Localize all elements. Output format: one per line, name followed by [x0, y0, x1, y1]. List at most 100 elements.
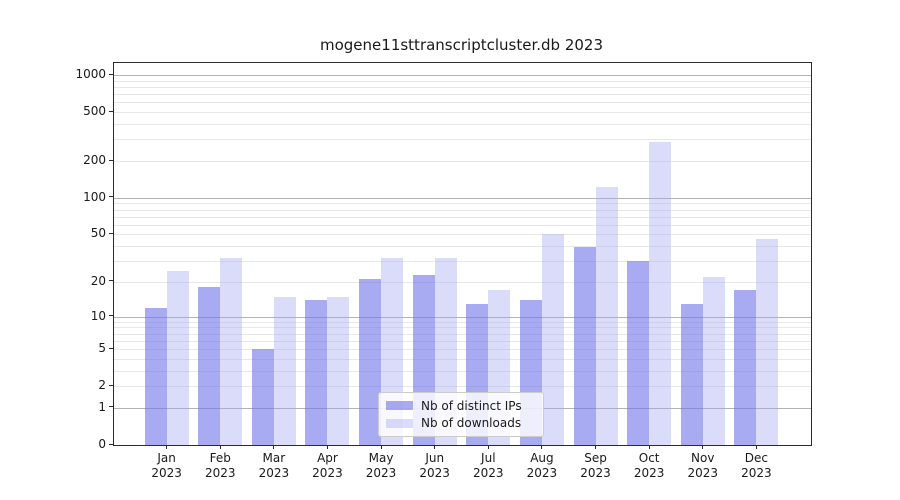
x-tick-year: 2023 [365, 466, 397, 480]
x-tick-mark [541, 445, 543, 449]
y-tick-mark [109, 73, 113, 75]
bar-downloads-aug [541, 234, 564, 445]
bar-distinct-ips-mar [251, 349, 274, 445]
x-tick-label-feb: Feb 2023 [190, 451, 250, 481]
x-tick-year: 2023 [204, 466, 236, 480]
minor-gridline [114, 112, 811, 114]
x-tick-label-jun: Jun 2023 [405, 451, 465, 481]
x-tick-label-mar: Mar 2023 [244, 451, 304, 481]
bar-downloads-dec [756, 238, 779, 445]
y-tick-label: 0 [98, 437, 106, 451]
bar-distinct-ips-may [359, 279, 382, 445]
y-tick-mark [109, 406, 113, 408]
minor-gridline [114, 102, 811, 104]
x-tick-label-nov: Nov 2023 [673, 451, 733, 481]
y-tick-mark [109, 315, 113, 317]
bar-distinct-ips-dec [734, 290, 757, 445]
minor-gridline [114, 224, 811, 226]
x-tick-mark [380, 445, 382, 449]
x-tick-year: 2023 [741, 466, 772, 480]
x-tick-label-dec: Dec 2023 [726, 451, 786, 481]
y-tick-mark [109, 110, 113, 112]
legend-item-distinct-ips: Nb of distinct IPs [386, 397, 534, 415]
bar-downloads-sep [595, 186, 618, 445]
bar-distinct-ips-nov [680, 303, 703, 445]
y-tick-label: 5 [98, 341, 106, 356]
major-gridline [114, 75, 811, 77]
x-tick-month: Jan [157, 451, 176, 465]
legend-label-distinct-ips: Nb of distinct IPs [421, 398, 522, 413]
y-tick-label: 1 [98, 399, 106, 414]
x-tick-year: 2023 [473, 466, 504, 480]
x-tick-mark [702, 445, 704, 449]
bar-distinct-ips-sep [573, 247, 596, 445]
bar-downloads-apr [327, 296, 350, 445]
legend: Nb of distinct IPs Nb of downloads [378, 392, 544, 437]
y-tick-mark [109, 443, 113, 445]
minor-gridline [114, 327, 811, 329]
x-tick-year: 2023 [151, 466, 182, 480]
x-tick-label-aug: Aug 2023 [512, 451, 572, 481]
legend-label-downloads: Nb of downloads [421, 416, 522, 431]
x-tick-month: May [368, 451, 394, 465]
y-tick-label: 200 [83, 153, 106, 168]
bar-distinct-ips-oct [627, 261, 650, 445]
minor-gridline [114, 124, 811, 126]
x-tick-mark [166, 445, 168, 449]
bar-downloads-jan [166, 270, 189, 445]
x-tick-label-oct: Oct 2023 [619, 451, 679, 481]
x-tick-month: Dec [744, 451, 768, 465]
y-tick-mark [109, 384, 113, 386]
minor-gridline [114, 349, 811, 351]
bar-downloads-oct [649, 142, 672, 445]
legend-swatch-downloads [386, 418, 413, 428]
x-tick-month: Mar [262, 451, 286, 465]
x-tick-mark [273, 445, 275, 449]
plot-area [113, 62, 812, 446]
x-tick-label-sep: Sep 2023 [566, 451, 626, 481]
y-tick-label: 50 [90, 226, 106, 241]
bar-distinct-ips-feb [198, 287, 221, 445]
minor-gridline [114, 333, 811, 335]
minor-gridline [114, 386, 811, 388]
x-tick-label-jan: Jan 2023 [137, 451, 197, 481]
x-tick-mark [487, 445, 489, 449]
x-tick-year: 2023 [258, 466, 290, 480]
minor-gridline [114, 86, 811, 88]
x-tick-label-jul: Jul 2023 [458, 451, 518, 481]
x-tick-month: Oct [638, 451, 660, 465]
x-tick-mark [326, 445, 328, 449]
bar-downloads-feb [220, 257, 243, 445]
x-tick-year: 2023 [419, 466, 450, 480]
minor-gridline [114, 161, 811, 163]
legend-item-downloads: Nb of downloads [386, 415, 534, 433]
y-tick-label: 20 [90, 273, 106, 288]
minor-gridline [114, 358, 811, 360]
y-tick-label: 10 [90, 308, 106, 323]
y-tick-label: 1000 [75, 67, 106, 82]
x-tick-month: Feb [209, 451, 231, 465]
minor-gridline [114, 80, 811, 82]
y-tick-mark [109, 347, 113, 349]
bar-downloads-mar [273, 296, 296, 445]
x-tick-year: 2023 [687, 466, 719, 480]
chart-title: mogene11sttranscriptcluster.db 2023 [320, 36, 603, 54]
bar-distinct-ips-jan [144, 307, 167, 445]
x-tick-year: 2023 [633, 466, 665, 480]
x-tick-month: Jun [425, 451, 445, 465]
x-tick-year: 2023 [526, 466, 558, 480]
y-tick-label: 500 [83, 104, 106, 119]
x-tick-mark [755, 445, 757, 449]
y-tick-label: 100 [83, 189, 106, 204]
minor-gridline [114, 203, 811, 205]
y-tick-mark [109, 196, 113, 198]
minor-gridline [114, 216, 811, 218]
x-tick-month: Apr [317, 451, 338, 465]
y-tick-label: 2 [98, 378, 106, 393]
minor-gridline [114, 321, 811, 323]
minor-gridline [114, 246, 811, 248]
x-tick-label-may: May 2023 [351, 451, 411, 481]
major-gridline [114, 197, 811, 199]
legend-swatch-distinct-ips [386, 401, 413, 411]
x-tick-year: 2023 [312, 466, 343, 480]
